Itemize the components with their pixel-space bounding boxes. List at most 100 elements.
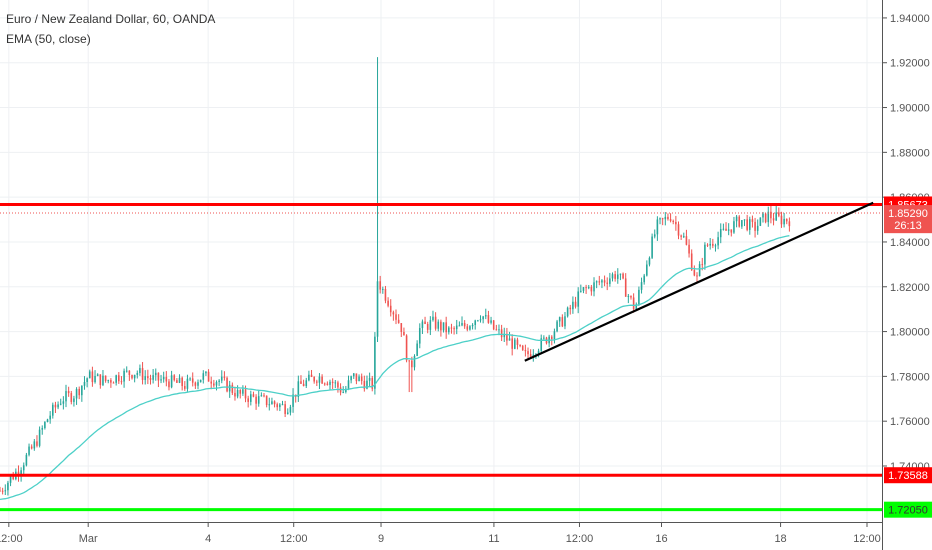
candle-body bbox=[231, 384, 234, 393]
y-tick-label: 1.90000 bbox=[890, 103, 930, 115]
candle-body bbox=[638, 289, 640, 305]
x-tick-label: Mar bbox=[79, 533, 98, 545]
candle-body bbox=[640, 282, 643, 290]
candle-body bbox=[725, 228, 727, 231]
candle-body bbox=[521, 345, 524, 351]
candle-body bbox=[337, 382, 339, 388]
x-tick-label: 4 bbox=[205, 533, 211, 545]
candle-body bbox=[482, 316, 484, 320]
candle-body bbox=[492, 320, 495, 330]
candle-body bbox=[136, 373, 139, 375]
candle-body bbox=[1, 490, 4, 492]
candle-body bbox=[780, 215, 783, 225]
candle-body bbox=[762, 213, 764, 218]
candle-body bbox=[746, 219, 748, 230]
candle-body bbox=[450, 327, 453, 329]
x-axis: 12:00 Mar 4 12:00 9 11 12:00 16 18 12:00 bbox=[0, 522, 881, 545]
candle-body bbox=[643, 275, 645, 283]
candle-body bbox=[38, 429, 41, 446]
candle-body bbox=[28, 446, 30, 455]
candle-body bbox=[400, 323, 403, 332]
candle-body bbox=[160, 379, 162, 381]
candle-body bbox=[75, 388, 78, 399]
candle-body bbox=[226, 377, 228, 392]
candle-body bbox=[714, 245, 717, 247]
candle-body bbox=[484, 315, 487, 317]
candle-body bbox=[719, 229, 722, 238]
candle-body bbox=[374, 336, 376, 389]
candle-body bbox=[382, 288, 384, 290]
candle-body bbox=[170, 375, 173, 388]
candle-body bbox=[598, 281, 601, 283]
candle-body bbox=[706, 244, 709, 246]
x-tick-label: 12:00 bbox=[0, 533, 23, 545]
candle-body bbox=[133, 374, 136, 379]
candle-body bbox=[487, 315, 490, 323]
candle-body bbox=[448, 327, 450, 333]
candle-body bbox=[205, 371, 207, 374]
candle-body bbox=[273, 401, 276, 405]
candle-body bbox=[418, 328, 421, 344]
x-tick-label: 16 bbox=[655, 533, 667, 545]
candle-body bbox=[566, 307, 569, 317]
candle-body bbox=[646, 264, 648, 276]
candle-body bbox=[128, 370, 131, 376]
candle-body bbox=[429, 320, 432, 330]
candle-body bbox=[67, 391, 70, 394]
candle-body bbox=[516, 339, 519, 345]
candle-body bbox=[384, 288, 387, 301]
candle-body bbox=[112, 382, 115, 384]
candle-body bbox=[144, 376, 147, 380]
candle-body bbox=[318, 376, 321, 383]
candle-body bbox=[387, 300, 389, 306]
candle-body bbox=[308, 374, 310, 381]
candle-body bbox=[764, 213, 767, 223]
candle-body bbox=[178, 377, 181, 383]
candle-body bbox=[255, 396, 257, 404]
candle-body bbox=[693, 270, 696, 276]
candle-body bbox=[91, 371, 94, 383]
candle-body bbox=[624, 278, 627, 297]
y-tick-label: 1.80000 bbox=[890, 327, 930, 339]
candle-body bbox=[276, 404, 279, 408]
candle-body bbox=[139, 368, 141, 374]
candle-body bbox=[514, 339, 516, 349]
candle-body bbox=[368, 377, 371, 381]
candle-body bbox=[519, 344, 521, 346]
candle-body bbox=[141, 368, 144, 380]
candle-body bbox=[754, 221, 756, 231]
candle-body bbox=[263, 395, 265, 397]
candle-body bbox=[345, 388, 347, 392]
candle-body bbox=[65, 391, 67, 402]
candle-body bbox=[284, 404, 286, 414]
candle-body bbox=[682, 236, 685, 238]
candle-body bbox=[432, 316, 434, 321]
candle-body bbox=[57, 404, 59, 408]
candle-body bbox=[556, 321, 558, 332]
candle-body bbox=[271, 401, 273, 405]
candle-body bbox=[582, 287, 585, 291]
candle-body bbox=[413, 355, 416, 368]
candle-body bbox=[59, 403, 62, 405]
candle-body bbox=[86, 378, 88, 383]
candle-body bbox=[558, 317, 561, 322]
trendline bbox=[524, 201, 874, 362]
candle-body bbox=[511, 338, 513, 349]
candle-body bbox=[350, 376, 352, 381]
candle-body bbox=[701, 264, 704, 266]
candle-body bbox=[627, 295, 630, 297]
price-label-text: 1.72050 bbox=[888, 505, 928, 517]
candle-body bbox=[331, 381, 334, 384]
candle-body bbox=[44, 422, 46, 429]
candle-body bbox=[30, 446, 33, 449]
candle-body bbox=[202, 373, 205, 380]
candle-body bbox=[498, 329, 500, 331]
candle-body bbox=[49, 415, 51, 420]
candle-body bbox=[313, 376, 315, 382]
candle-body bbox=[292, 394, 294, 407]
candle-body bbox=[157, 372, 160, 381]
y-tick-label: 1.94000 bbox=[890, 13, 930, 25]
ema-indicator-label: EMA (50, close) bbox=[6, 32, 91, 46]
candle-body bbox=[189, 378, 191, 380]
